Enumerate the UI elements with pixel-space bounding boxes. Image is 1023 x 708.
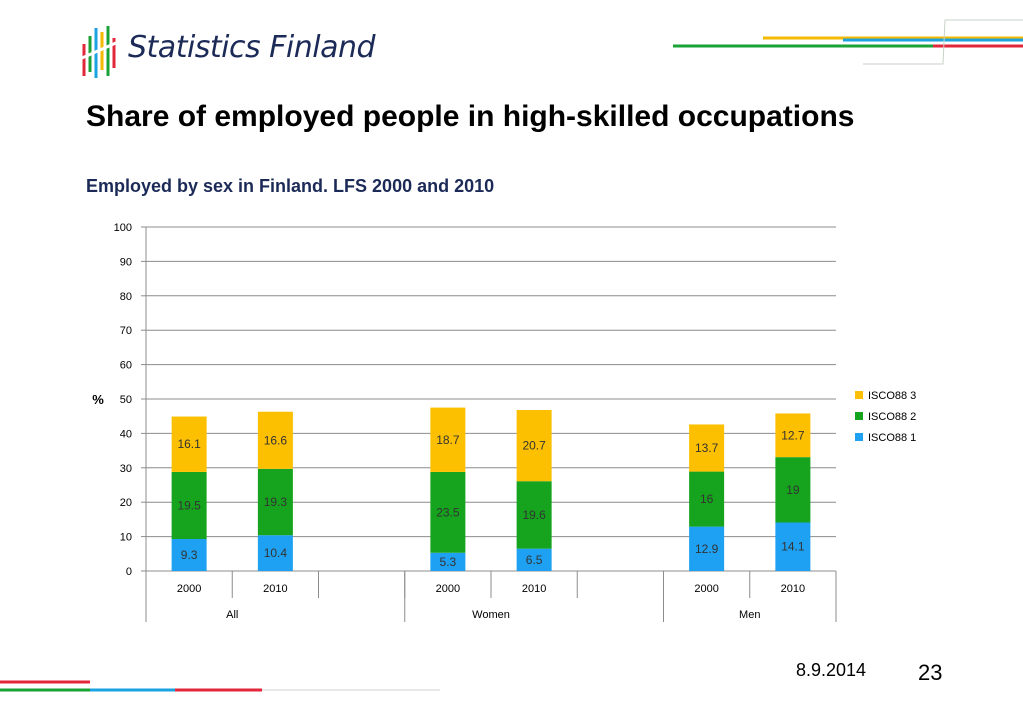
y-tick-label: 80 — [120, 291, 132, 303]
slide-date: 8.9.2014 — [796, 660, 867, 680]
barcode-logo-icon — [81, 26, 119, 78]
bar-segment — [516, 548, 552, 571]
data-label: 5.3 — [440, 555, 457, 569]
page-number: 23 — [918, 660, 943, 685]
data-label: 18.7 — [436, 433, 460, 447]
bar-segment — [516, 481, 552, 549]
data-label: 23.5 — [436, 505, 460, 519]
data-label: 14.1 — [781, 540, 805, 554]
x-tick-label: 2010 — [522, 583, 546, 595]
y-tick-label: 50 — [120, 394, 132, 406]
x-tick-label: 2000 — [694, 583, 718, 595]
legend-swatch — [855, 433, 863, 441]
bar-segment — [775, 522, 811, 571]
data-label: 19.5 — [177, 498, 201, 512]
bar-segment — [171, 416, 207, 472]
x-tick-label: 2010 — [263, 583, 287, 595]
x-tick-label: 2010 — [781, 583, 805, 595]
y-tick-label: 90 — [120, 256, 132, 268]
data-label: 12.9 — [695, 542, 719, 556]
page-title: Share of employed people in high-skilled… — [86, 100, 855, 133]
data-label: 6.5 — [526, 553, 543, 567]
y-tick-label: 40 — [120, 428, 132, 440]
data-label: 10.4 — [264, 546, 288, 560]
legend-swatch — [855, 412, 863, 420]
x-tick-label: 2000 — [177, 583, 201, 595]
logo-text: Statistics Finland — [128, 30, 376, 65]
bar-segment — [257, 468, 293, 536]
data-label: 12.7 — [781, 428, 805, 442]
y-tick-label: 60 — [120, 360, 132, 372]
bar-segment — [430, 407, 466, 472]
bar-segment — [689, 471, 725, 527]
bar-segment — [516, 410, 552, 482]
data-label: 9.3 — [181, 548, 198, 562]
legend-entry: ISCO88 1 — [868, 432, 916, 444]
chart-subtitle: Employed by sex in Finland. LFS 2000 and… — [86, 176, 495, 196]
group-label: All — [226, 609, 238, 621]
y-tick-label: 100 — [114, 222, 132, 234]
bar-segment — [689, 424, 725, 472]
bar-segment — [689, 526, 725, 571]
header-decoration-lines — [673, 19, 1023, 65]
bar-segment — [775, 413, 811, 458]
legend-entry: ISCO88 3 — [868, 390, 916, 402]
y-tick-label: 70 — [120, 325, 132, 337]
y-tick-label: 20 — [120, 497, 132, 509]
y-tick-label: 10 — [120, 532, 132, 544]
statistics-finland-logo: Statistics Finland — [80, 22, 380, 80]
legend-entry: ISCO88 2 — [868, 411, 916, 423]
legend-swatch — [855, 391, 863, 399]
bar-segment — [430, 471, 466, 553]
data-label: 20.7 — [522, 439, 546, 453]
footer-decoration-lines — [0, 680, 440, 692]
y-tick-label: 0 — [126, 566, 132, 578]
data-label: 16.1 — [177, 437, 201, 451]
bar-segment — [171, 539, 207, 571]
data-label: 19.3 — [264, 495, 288, 509]
y-axis-label: % — [92, 392, 104, 407]
data-label: 16.6 — [264, 433, 288, 447]
bar-segment — [257, 411, 293, 469]
bar-segment — [430, 552, 466, 571]
x-tick-label: 2000 — [436, 583, 460, 595]
y-tick-label: 30 — [120, 463, 132, 475]
data-label: 19.6 — [522, 508, 546, 522]
group-label: Men — [739, 609, 760, 621]
bar-segment — [257, 535, 293, 571]
group-label: Women — [472, 609, 510, 621]
bar-segment — [775, 457, 811, 523]
data-label: 19 — [786, 483, 800, 497]
bar-segment — [171, 471, 207, 540]
data-label: 16 — [700, 492, 714, 506]
data-label: 13.7 — [695, 441, 719, 455]
